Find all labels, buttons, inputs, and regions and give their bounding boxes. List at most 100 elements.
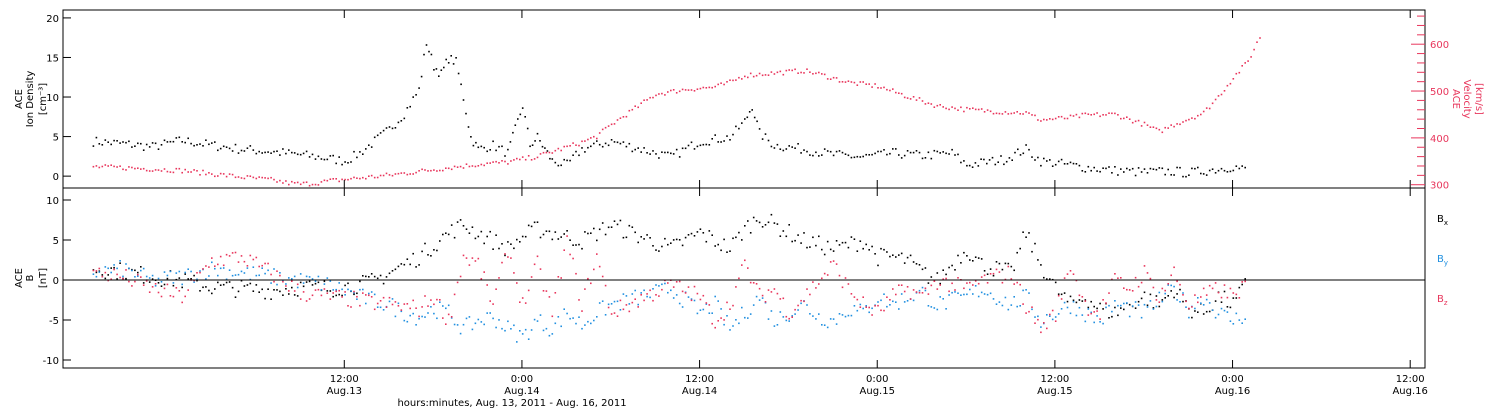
data-point bbox=[951, 282, 953, 285]
data-point bbox=[424, 295, 426, 297]
data-point bbox=[516, 341, 518, 343]
data-point bbox=[856, 309, 859, 312]
data-point bbox=[252, 258, 255, 261]
data-point bbox=[524, 116, 526, 118]
data-point bbox=[1066, 117, 1069, 120]
data-point bbox=[1066, 273, 1069, 275]
data-point bbox=[607, 226, 610, 229]
data-point bbox=[397, 302, 400, 305]
data-point bbox=[1223, 284, 1226, 286]
data-point bbox=[530, 329, 533, 331]
data-point bbox=[551, 158, 554, 160]
data-point bbox=[898, 308, 900, 310]
data-point bbox=[397, 265, 400, 268]
data-point bbox=[529, 145, 531, 148]
data-point bbox=[598, 132, 601, 134]
data-point bbox=[113, 165, 115, 168]
data-point bbox=[467, 126, 470, 128]
data-point bbox=[818, 235, 820, 238]
data-point bbox=[148, 277, 151, 279]
data-point bbox=[1223, 309, 1226, 312]
data-point bbox=[193, 281, 195, 283]
data-point bbox=[1205, 298, 1208, 301]
data-point bbox=[1226, 84, 1229, 87]
data-point bbox=[1000, 155, 1002, 157]
data-point bbox=[598, 265, 601, 268]
data-point bbox=[1093, 311, 1095, 313]
data-point bbox=[400, 172, 403, 174]
data-point bbox=[794, 239, 796, 242]
data-point bbox=[163, 287, 166, 290]
data-point bbox=[1011, 159, 1013, 161]
data-point bbox=[569, 253, 571, 256]
data-point bbox=[1208, 107, 1211, 110]
data-point bbox=[365, 302, 367, 305]
data-point bbox=[359, 288, 361, 291]
data-point bbox=[255, 284, 258, 286]
data-point bbox=[474, 260, 477, 262]
data-point bbox=[1214, 316, 1217, 319]
data-point bbox=[465, 317, 468, 320]
data-point bbox=[1197, 297, 1199, 299]
data-point bbox=[969, 288, 971, 291]
data-point bbox=[821, 73, 823, 75]
data-point bbox=[365, 148, 367, 150]
data-point bbox=[797, 309, 799, 311]
data-point bbox=[521, 333, 524, 335]
data-point bbox=[821, 248, 823, 251]
data-point bbox=[455, 57, 457, 59]
data-point bbox=[148, 146, 151, 148]
data-point bbox=[563, 233, 565, 235]
data-point bbox=[1001, 281, 1004, 284]
data-point bbox=[675, 238, 678, 241]
data-point bbox=[646, 293, 648, 295]
data-point bbox=[222, 173, 225, 175]
data-point bbox=[243, 177, 246, 180]
data-point bbox=[823, 272, 826, 275]
data-point bbox=[1010, 265, 1013, 268]
data-point bbox=[948, 153, 950, 155]
data-point bbox=[806, 288, 808, 290]
data-point bbox=[761, 297, 764, 299]
data-point bbox=[753, 116, 756, 119]
data-point bbox=[501, 160, 503, 162]
data-point bbox=[489, 230, 491, 233]
data-point bbox=[507, 256, 509, 258]
data-point bbox=[359, 177, 361, 180]
data-point bbox=[670, 89, 672, 92]
data-point bbox=[951, 264, 953, 267]
data-point bbox=[388, 126, 391, 128]
data-point bbox=[776, 71, 779, 74]
data-point bbox=[125, 141, 127, 144]
data-point bbox=[741, 239, 743, 241]
data-point bbox=[276, 181, 278, 183]
data-point bbox=[806, 150, 808, 153]
data-point bbox=[755, 283, 758, 285]
data-point bbox=[1197, 311, 1199, 313]
data-point bbox=[1152, 307, 1155, 309]
data-point bbox=[320, 158, 323, 160]
data-point bbox=[989, 292, 992, 295]
data-point bbox=[119, 165, 121, 167]
data-point bbox=[1090, 312, 1092, 315]
data-point bbox=[764, 133, 767, 135]
data-point bbox=[1060, 293, 1063, 296]
data-point bbox=[1054, 281, 1057, 284]
data-point bbox=[844, 81, 847, 83]
data-point bbox=[208, 275, 210, 277]
data-point bbox=[1066, 163, 1069, 165]
data-point bbox=[670, 242, 672, 244]
data-point bbox=[1217, 291, 1220, 294]
data-point bbox=[844, 241, 847, 244]
data-point bbox=[134, 145, 136, 147]
data-point bbox=[1120, 168, 1122, 170]
data-point bbox=[948, 108, 950, 111]
top-panel-time-ticks bbox=[343, 10, 1411, 188]
data-point bbox=[1238, 71, 1241, 74]
data-point bbox=[376, 306, 379, 308]
data-point bbox=[658, 295, 660, 297]
data-point bbox=[379, 306, 382, 309]
data-point bbox=[1217, 169, 1220, 172]
data-point bbox=[862, 81, 864, 83]
